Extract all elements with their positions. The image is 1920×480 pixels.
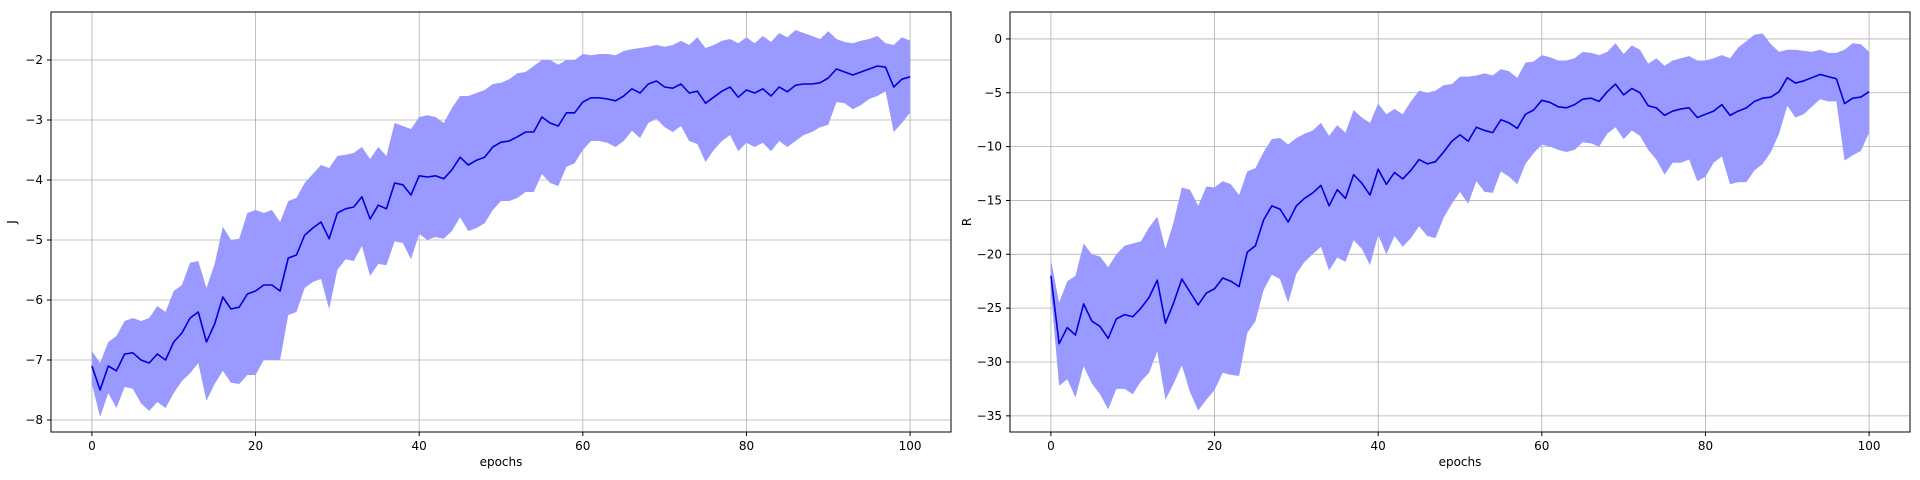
x-axis-label: epochs (480, 455, 523, 469)
x-tick-label: 40 (1371, 439, 1386, 453)
x-tick-label: 60 (575, 439, 590, 453)
y-axis-label: J (5, 220, 19, 225)
chart-r-vs-epochs: 0 20 40 60 80 100 −35 −30 −25 −20 −15 −10 −5 0 epochs R (960, 11, 1911, 469)
x-tick-label: 0 (88, 439, 96, 453)
y-tick-label: −20 (977, 247, 1002, 261)
x-tick-label: 20 (248, 439, 263, 453)
y-tick-label: −15 (977, 193, 1002, 207)
mean-line (1050, 73, 1870, 345)
x-tick-label: 60 (1534, 439, 1549, 453)
y-tick-label: −3 (25, 113, 43, 127)
confidence-band (91, 30, 911, 417)
x-tick-label: 100 (899, 439, 922, 453)
plot-frame (50, 11, 952, 433)
x-tick-label: 80 (1698, 439, 1713, 453)
x-tick-label: 0 (1047, 439, 1055, 453)
plot-frame (1009, 11, 1911, 433)
y-tick-label: −7 (25, 353, 43, 367)
y-tick-label: −4 (25, 173, 43, 187)
confidence-band (1050, 33, 1870, 411)
y-tick-label: −30 (977, 355, 1002, 369)
y-tick-label: −10 (977, 140, 1002, 154)
x-tick-label: 100 (1858, 439, 1881, 453)
y-tick-label: −2 (25, 53, 43, 67)
y-tick-label: −35 (977, 409, 1002, 423)
mean-line (91, 65, 911, 391)
x-tick-label: 40 (412, 439, 427, 453)
x-tick-label: 20 (1207, 439, 1222, 453)
y-axis-label: R (960, 218, 974, 226)
chart-j-vs-epochs: 0 20 40 60 80 100 −8 −7 −6 −5 −4 −3 −2 epochs J (5, 11, 952, 469)
x-axis-label: epochs (1439, 455, 1482, 469)
x-tick-label: 80 (739, 439, 754, 453)
y-tick-label: −5 (25, 233, 43, 247)
y-tick-label: −5 (984, 86, 1002, 100)
y-tick-label: −8 (25, 413, 43, 427)
y-tick-label: 0 (994, 32, 1002, 46)
y-tick-label: −6 (25, 293, 43, 307)
y-tick-label: −25 (977, 301, 1002, 315)
